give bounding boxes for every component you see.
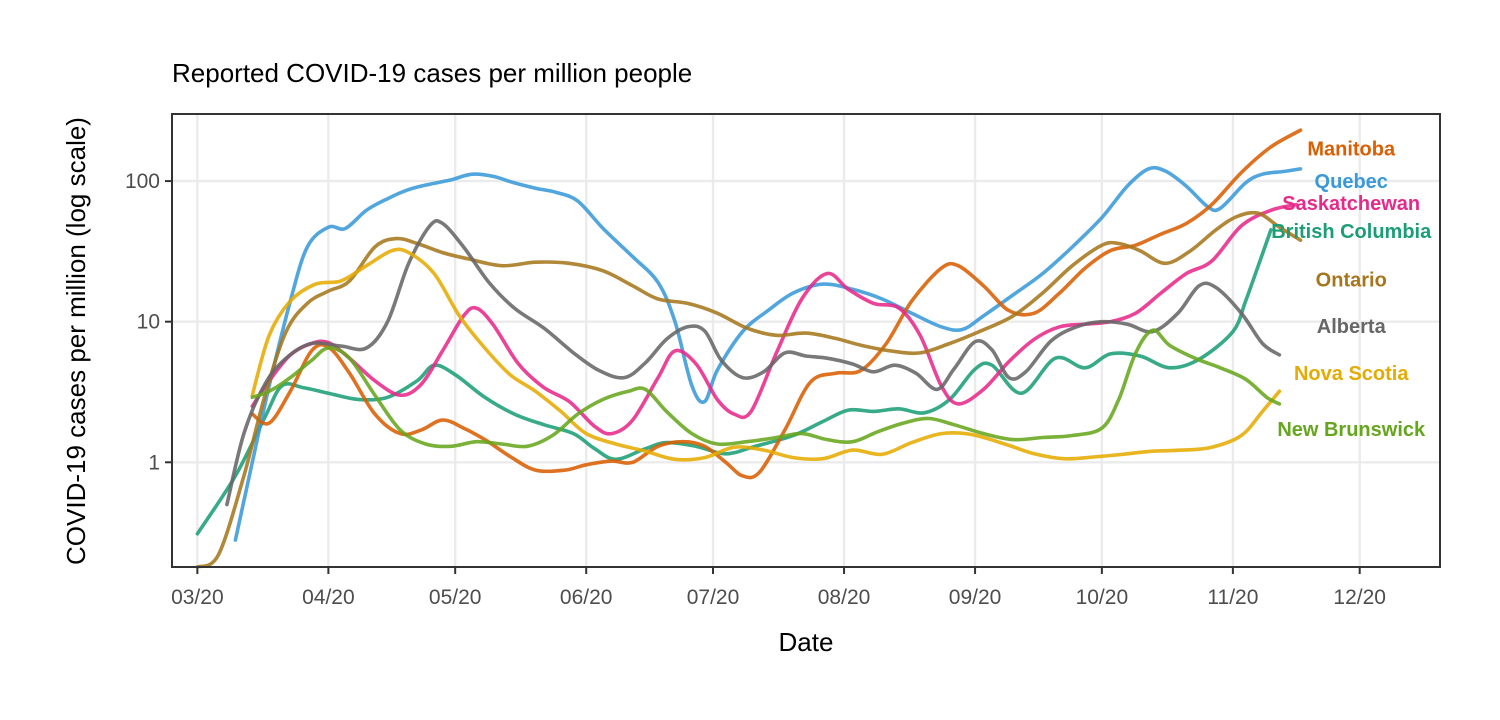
grid <box>172 114 1440 567</box>
x-tick-label: 06/20 <box>560 586 613 609</box>
series-label-quebec: Quebec <box>1315 171 1388 193</box>
series-line-alberta <box>225 219 1282 507</box>
series-label-saskatchewan: Saskatchewan <box>1282 193 1420 215</box>
series-line-british-columbia <box>195 228 1273 536</box>
series-label-manitoba: Manitoba <box>1307 139 1396 161</box>
x-tick-label: 04/20 <box>302 586 355 609</box>
x-tick-label: 05/20 <box>429 586 482 609</box>
plot-panel-border <box>171 113 1441 568</box>
series-line-new-brunswick <box>250 328 1282 449</box>
y-tick-label: 10 <box>137 311 160 334</box>
x-tick-label: 10/20 <box>1076 586 1129 609</box>
x-tick-label: 09/20 <box>949 586 1002 609</box>
y-tick-label: 1 <box>148 451 160 474</box>
series-line-nova-scotia <box>250 247 1282 462</box>
y-axis: 1 10 100 <box>125 170 172 474</box>
series-lines <box>195 128 1303 569</box>
x-axis: 03/20 04/20 05/20 06/20 07/20 08/20 09/20 10/20… <box>171 567 1386 609</box>
y-axis-title: COVID-19 cases per million (log scale) <box>61 117 91 565</box>
x-tick-label: 08/20 <box>818 586 871 609</box>
y-tick-label: 100 <box>125 170 160 193</box>
series-label-british-columbia: British Columbia <box>1271 221 1432 243</box>
series-label-ontario: Ontario <box>1316 269 1387 291</box>
x-tick-label: 12/20 <box>1333 586 1386 609</box>
series-label-new-brunswick: New Brunswick <box>1277 419 1426 441</box>
series-label-nova-scotia: Nova Scotia <box>1294 363 1409 385</box>
x-tick-label: 07/20 <box>687 586 740 609</box>
series-line-ontario <box>195 210 1303 569</box>
x-axis-title: Date <box>779 627 834 657</box>
x-tick-label: 11/20 <box>1207 586 1258 609</box>
series-line-quebec <box>233 165 1303 542</box>
x-tick-label: 03/20 <box>171 586 224 609</box>
series-label-alberta: Alberta <box>1317 316 1387 338</box>
chart-title: Reported COVID-19 cases per million peop… <box>172 58 692 88</box>
